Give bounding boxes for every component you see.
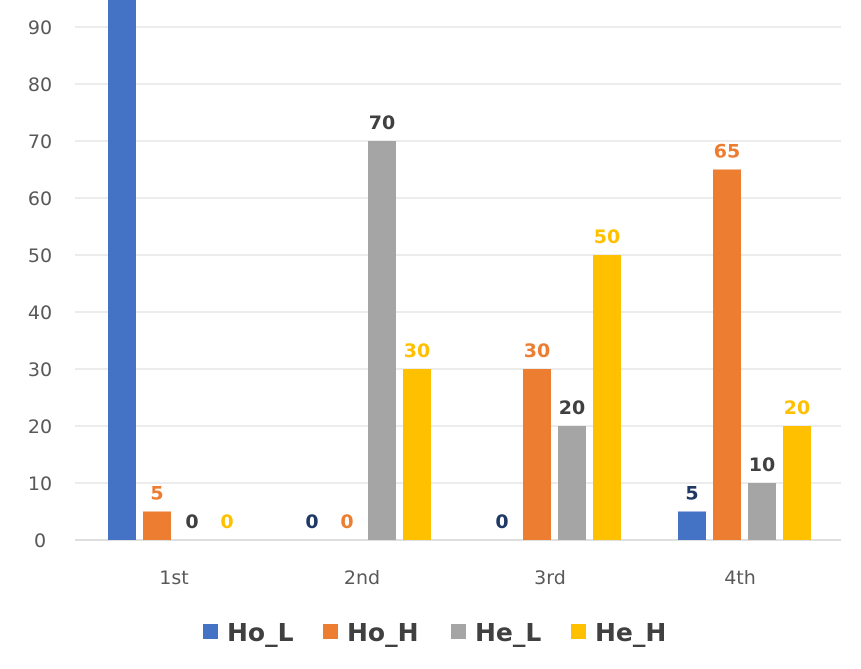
- x-tick-label: 4th: [724, 567, 756, 589]
- bar-he-l-3rd: [558, 426, 586, 540]
- bar-ho-h-1st: [143, 511, 171, 540]
- data-label: 30: [524, 340, 550, 362]
- y-tick-label: 60: [28, 188, 52, 210]
- legend: Ho_L Ho_H He_L He_H: [203, 618, 666, 647]
- data-label: 0: [495, 511, 508, 533]
- legend-swatch: [323, 624, 338, 639]
- y-tick-label: 70: [28, 131, 52, 153]
- data-label: 0: [305, 511, 318, 533]
- y-tick-label: 80: [28, 74, 52, 96]
- legend-item-he-h: He_H: [571, 618, 666, 647]
- data-label: 0: [340, 511, 353, 533]
- data-label: 30: [404, 340, 430, 362]
- y-tick-label: 30: [28, 359, 52, 381]
- legend-label: He_L: [475, 618, 541, 647]
- legend-label: Ho_H: [347, 618, 419, 647]
- data-label: 5: [685, 483, 698, 505]
- bar-he-l-4th: [748, 483, 776, 540]
- gridlines: [75, 26, 841, 541]
- legend-label: Ho_L: [227, 618, 294, 647]
- data-label: 65: [714, 141, 740, 163]
- data-label: 0: [185, 511, 198, 533]
- x-tick-label: 2nd: [344, 567, 380, 589]
- bar-he-h-4th: [783, 426, 811, 540]
- legend-item-he-l: He_L: [451, 618, 541, 647]
- bar-he-l-2nd: [368, 141, 396, 540]
- y-tick-label: 10: [28, 473, 52, 495]
- bar-he-h-2nd: [403, 369, 431, 540]
- data-label: 20: [784, 397, 810, 419]
- x-tick-label: 1st: [159, 567, 188, 589]
- bar-ho-h-4th: [713, 169, 741, 540]
- y-axis-ticks: 0 10 20 30 40 50 60 70 80 90: [28, 17, 52, 552]
- data-label: 0: [220, 511, 233, 533]
- legend-label: He_H: [595, 618, 666, 647]
- bar-ho-l-4th: [678, 511, 706, 540]
- legend-swatch: [451, 624, 466, 639]
- y-tick-label: 0: [34, 530, 46, 552]
- bars: [108, 0, 811, 540]
- y-tick-label: 50: [28, 245, 52, 267]
- y-tick-label: 90: [28, 17, 52, 39]
- legend-swatch: [571, 624, 586, 639]
- legend-item-ho-h: Ho_H: [323, 618, 419, 647]
- legend-item-ho-l: Ho_L: [203, 618, 294, 647]
- legend-swatch: [203, 624, 218, 639]
- y-tick-label: 20: [28, 416, 52, 438]
- data-label: 5: [150, 483, 163, 505]
- bar-he-h-3rd: [593, 255, 621, 540]
- x-tick-label: 3rd: [534, 567, 566, 589]
- data-label: 10: [749, 454, 775, 476]
- bar-ho-h-3rd: [523, 369, 551, 540]
- data-label: 50: [594, 226, 620, 248]
- x-axis-ticks: 1st 2nd 3rd 4th: [159, 567, 756, 589]
- data-label: 20: [559, 397, 585, 419]
- bar-ho-l-1st: [108, 0, 136, 540]
- y-tick-label: 40: [28, 302, 52, 324]
- data-label: 70: [369, 112, 395, 134]
